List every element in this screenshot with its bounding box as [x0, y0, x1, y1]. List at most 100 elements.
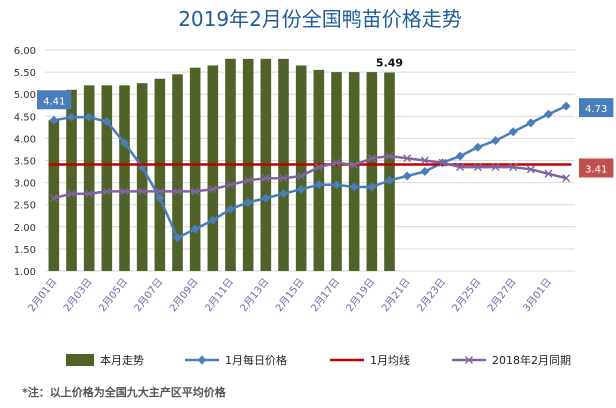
point	[367, 154, 376, 163]
point	[420, 167, 430, 177]
legend-item: 2018年2月同期	[452, 353, 571, 367]
point	[155, 193, 165, 203]
point	[155, 187, 164, 196]
point	[49, 115, 59, 125]
point	[138, 187, 147, 196]
point	[544, 169, 553, 178]
point	[562, 174, 571, 183]
point	[226, 204, 235, 214]
legend-item: 1月均线	[330, 353, 410, 367]
point	[261, 174, 270, 183]
avg-value-label: 3.41	[585, 164, 607, 175]
x-tick-label: 2月19日	[344, 276, 378, 314]
point	[385, 175, 394, 185]
point	[332, 158, 341, 167]
point	[526, 165, 535, 174]
point	[102, 187, 111, 196]
legend-swatch	[66, 354, 94, 366]
point	[120, 138, 129, 148]
point	[509, 163, 518, 172]
point	[508, 127, 518, 137]
point	[402, 171, 412, 181]
x-tick-label: 2月23日	[414, 276, 448, 314]
y-tick-label: 4.50	[14, 112, 36, 123]
point	[120, 187, 129, 196]
legend: 本月走势 1月每日价格 1月均线 2018年2月同期	[66, 353, 571, 367]
bar	[207, 65, 219, 271]
footnote: *注：以上价格为全国九大主产区平均价格	[22, 385, 227, 399]
point	[279, 189, 288, 199]
point	[208, 215, 218, 225]
bar	[331, 72, 342, 271]
point	[173, 233, 182, 243]
y-axis-ticks: 1.00 1.50 2.00 2.50 3.00 3.50 4.00 4.50 5.00 5.50…	[14, 46, 36, 278]
bar	[48, 120, 60, 271]
y-tick-label: 3.00	[14, 179, 36, 190]
bar	[119, 85, 130, 271]
point	[67, 189, 76, 198]
x-tick-label: 2月17日	[308, 276, 342, 314]
point	[314, 163, 323, 172]
bar	[189, 67, 201, 272]
last-value-label: 4.73	[585, 104, 607, 115]
y-tick-label: 1.00	[14, 267, 36, 278]
point	[491, 163, 500, 172]
x-tick-label: 2月01日	[26, 276, 60, 314]
point	[561, 101, 571, 111]
legend-label: 本月走势	[100, 353, 144, 367]
bar-last-label: 5.49	[376, 57, 403, 70]
point	[491, 136, 500, 146]
y-tick-label: 5.50	[14, 68, 36, 79]
point	[367, 182, 377, 192]
y-tick-label: 2.00	[14, 223, 36, 234]
bar	[83, 85, 95, 271]
point	[349, 182, 359, 192]
point	[173, 187, 182, 196]
avg-value-label-box	[579, 158, 614, 178]
point	[102, 117, 112, 127]
point	[403, 154, 412, 163]
point	[243, 197, 253, 207]
x-tick-label: 2月05日	[96, 276, 130, 314]
point	[526, 118, 536, 128]
point	[244, 176, 253, 185]
point	[297, 171, 306, 180]
point	[190, 224, 200, 234]
bar	[154, 78, 166, 271]
data-labels: 4.41 4.73 3.41 5.49	[37, 57, 614, 178]
first-value-label: 4.41	[43, 96, 65, 107]
point	[208, 185, 217, 194]
point	[544, 109, 553, 119]
point	[350, 160, 359, 169]
y-tick-label: 6.00	[14, 46, 36, 57]
point	[84, 112, 94, 122]
legend-item: 1月每日价格	[185, 353, 287, 367]
x-tick-label: 2月15日	[273, 276, 307, 314]
point	[473, 142, 483, 152]
x-tick-label: 2月21日	[379, 276, 413, 314]
y-tick-label: 5.00	[14, 90, 36, 101]
point	[296, 184, 306, 194]
x-tick-label: 2月03日	[61, 276, 95, 314]
legend-marker	[465, 356, 473, 364]
chart-title: 2019年2月份全国鸭苗价格走势	[178, 7, 462, 31]
y-tick-label: 3.50	[14, 157, 36, 168]
series-1月每日价格	[49, 101, 571, 243]
bar	[348, 72, 360, 271]
x-tick-label: 2月07日	[132, 276, 166, 314]
y-tick-label: 2.50	[14, 201, 36, 212]
line-series	[48, 101, 572, 243]
series-2018年2月同期	[49, 152, 571, 203]
point	[85, 189, 94, 198]
legend-label: 1月每日价格	[225, 353, 287, 367]
bar	[295, 65, 307, 271]
bar	[384, 72, 395, 272]
legend-label: 1月均线	[370, 353, 410, 367]
series-line	[53, 154, 567, 200]
point	[261, 193, 271, 203]
bar	[66, 89, 77, 271]
last-value-label-box	[579, 98, 614, 118]
x-axis-ticks: 2月01日 2月03日 2月05日 2月07日 2月09日 2月11日 2月13日 2月15日…	[26, 276, 554, 314]
x-tick-label: 2月27日	[485, 276, 519, 314]
x-tick-label: 2月11日	[202, 276, 236, 314]
